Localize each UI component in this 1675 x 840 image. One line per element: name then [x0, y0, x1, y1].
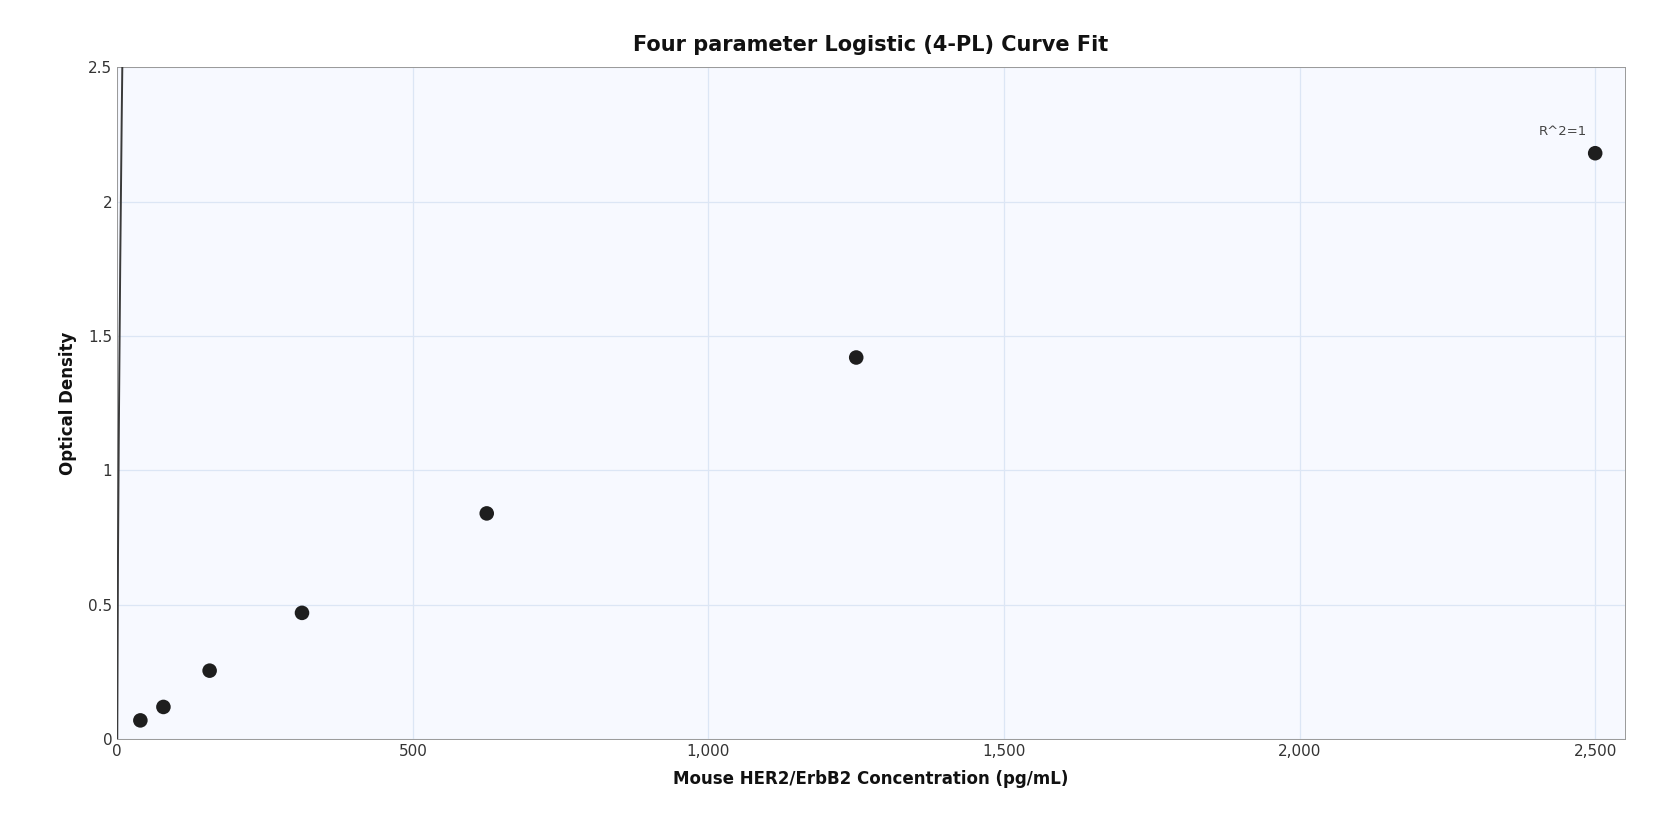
Point	[196, 664, 223, 677]
X-axis label: Mouse HER2/ErbB2 Concentration (pg/mL): Mouse HER2/ErbB2 Concentration (pg/mL)	[673, 770, 1069, 788]
Point	[127, 714, 154, 727]
Point	[151, 701, 178, 714]
Title: Four parameter Logistic (4-PL) Curve Fit: Four parameter Logistic (4-PL) Curve Fit	[633, 34, 1109, 55]
Y-axis label: Optical Density: Optical Density	[59, 332, 77, 475]
Text: R^2=1: R^2=1	[1539, 125, 1588, 139]
Point	[843, 351, 869, 365]
Point	[288, 606, 315, 620]
Point	[474, 507, 501, 520]
Point	[1581, 146, 1608, 160]
